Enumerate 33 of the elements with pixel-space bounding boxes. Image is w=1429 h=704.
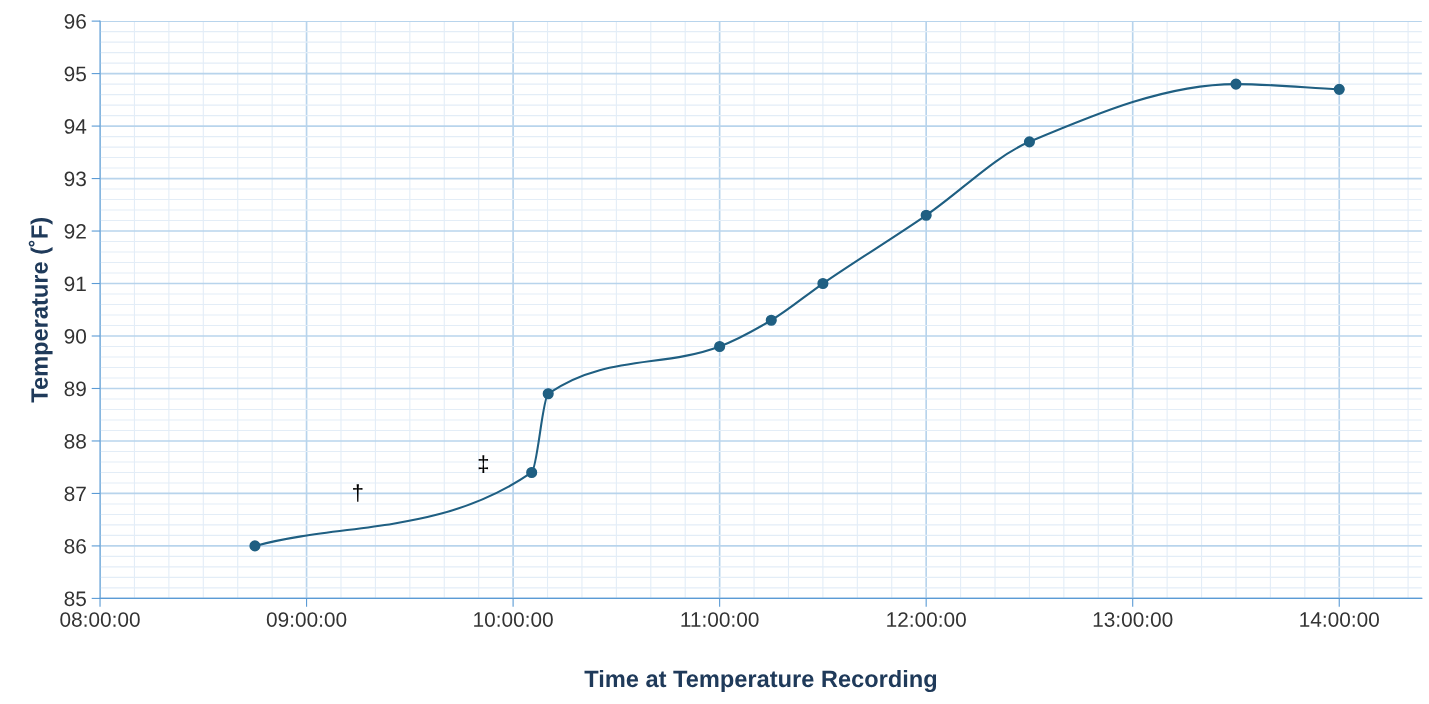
y-axis-title: Temperature (˚F) [28,218,53,403]
y-tick-label: 92 [64,224,86,239]
x-tick-label: 12:00:00 [887,612,966,627]
y-tick-label: 85 [64,591,86,607]
point [920,209,932,221]
y-tick-label: 93 [64,171,86,187]
point [1333,83,1345,95]
point [526,466,538,479]
x-tick-label: 11:00:00 [681,612,759,627]
x-tick-label: 14:00:00 [1300,612,1379,627]
x-tick-label: 10:00:00 [474,612,553,627]
x-tick-label: 13:00:00 [1093,612,1173,627]
y-tick-label: 89 [64,381,86,397]
point [714,340,726,353]
y-tick-label: 87 [64,486,86,502]
y-tick-label: 86 [64,538,86,554]
y-tick-label: 88 [64,433,86,449]
y-tick-label: 94 [64,119,87,134]
annotation: ‡ [478,455,489,473]
y-tick-label: 96 [64,14,86,29]
point [817,277,829,290]
x-axis-title: Time at Temperature Recording [584,669,937,693]
x-tick-label: 09:00:00 [266,612,347,627]
y-tick-label: 95 [64,66,86,82]
point [249,540,261,552]
x-tick-label: 08:00:00 [60,612,140,627]
point [542,388,554,400]
y-tick-label: 91 [64,276,86,292]
point [1023,136,1035,148]
point [765,314,777,326]
point [1230,78,1242,90]
annotation: † [353,484,363,502]
y-tick-label: 90 [64,329,87,344]
